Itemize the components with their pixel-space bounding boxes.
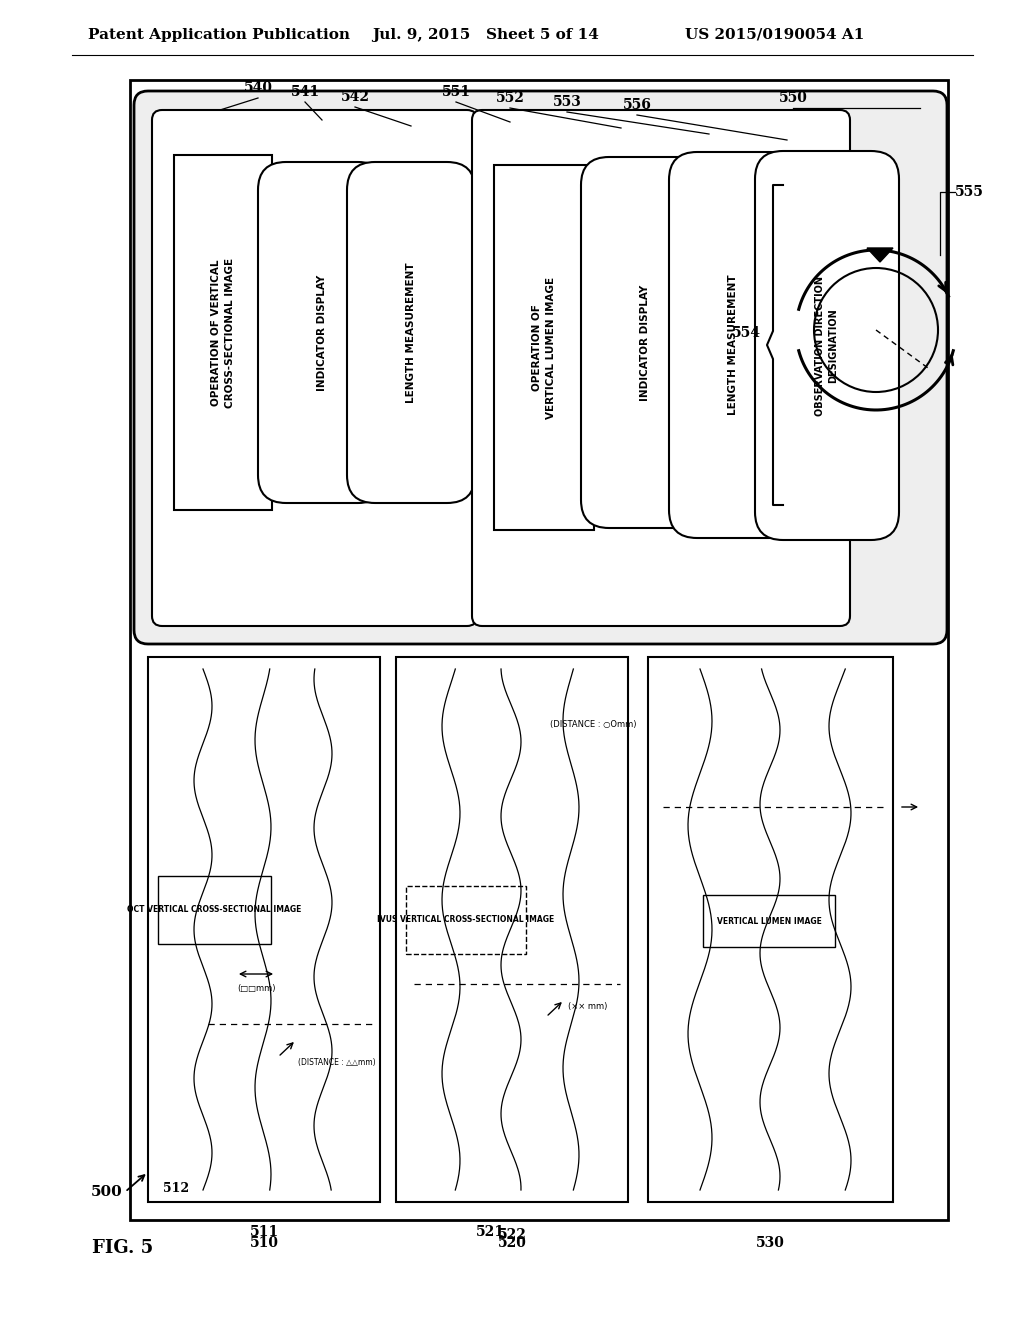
Text: 556: 556 — [623, 98, 651, 112]
FancyBboxPatch shape — [134, 91, 947, 644]
Text: OCT VERTICAL CROSS-SECTIONAL IMAGE: OCT VERTICAL CROSS-SECTIONAL IMAGE — [127, 906, 302, 915]
FancyBboxPatch shape — [669, 152, 797, 539]
FancyBboxPatch shape — [174, 154, 272, 510]
Text: (DISTANCE : ○Omm): (DISTANCE : ○Omm) — [550, 721, 636, 730]
Text: 553: 553 — [553, 95, 582, 110]
Text: Jul. 9, 2015   Sheet 5 of 14: Jul. 9, 2015 Sheet 5 of 14 — [372, 28, 599, 42]
Text: 520: 520 — [498, 1236, 526, 1250]
FancyBboxPatch shape — [148, 657, 380, 1203]
Text: 555: 555 — [955, 185, 984, 199]
Text: 512: 512 — [163, 1181, 189, 1195]
FancyBboxPatch shape — [406, 886, 526, 954]
Text: US 2015/0190054 A1: US 2015/0190054 A1 — [685, 28, 864, 42]
FancyBboxPatch shape — [258, 162, 386, 503]
Text: LENGTH MEASUREMENT: LENGTH MEASUREMENT — [728, 275, 738, 416]
Text: VERTICAL LUMEN IMAGE: VERTICAL LUMEN IMAGE — [717, 916, 821, 925]
Text: 510: 510 — [250, 1236, 279, 1250]
Text: OPERATION OF VERTICAL
CROSS-SECTIONAL IMAGE: OPERATION OF VERTICAL CROSS-SECTIONAL IM… — [211, 257, 234, 408]
FancyBboxPatch shape — [472, 110, 850, 626]
FancyBboxPatch shape — [347, 162, 475, 503]
Text: FIG. 5: FIG. 5 — [92, 1239, 154, 1257]
Text: (DISTANCE : △△mm): (DISTANCE : △△mm) — [298, 1059, 376, 1067]
Text: (□□mm): (□□mm) — [237, 983, 275, 993]
Text: 500: 500 — [90, 1185, 122, 1199]
Text: IVUS VERTICAL CROSS-SECTIONAL IMAGE: IVUS VERTICAL CROSS-SECTIONAL IMAGE — [378, 916, 555, 924]
Text: 521: 521 — [475, 1225, 505, 1239]
FancyBboxPatch shape — [152, 110, 477, 626]
Text: 511: 511 — [250, 1225, 279, 1239]
FancyBboxPatch shape — [755, 150, 899, 540]
FancyBboxPatch shape — [581, 157, 709, 528]
Text: INDICATOR DISPLAY: INDICATOR DISPLAY — [317, 275, 327, 391]
Text: 551: 551 — [441, 84, 470, 99]
Text: 552: 552 — [496, 91, 524, 106]
FancyBboxPatch shape — [494, 165, 594, 531]
Text: Patent Application Publication: Patent Application Publication — [88, 28, 350, 42]
FancyBboxPatch shape — [158, 876, 271, 944]
FancyBboxPatch shape — [396, 657, 628, 1203]
Text: 530: 530 — [756, 1236, 784, 1250]
Text: 554: 554 — [732, 326, 761, 341]
Text: 522: 522 — [498, 1228, 526, 1242]
Text: OBSERVATION DIRECTION
DESIGNATION: OBSERVATION DIRECTION DESIGNATION — [815, 276, 839, 416]
FancyBboxPatch shape — [130, 81, 948, 1220]
Polygon shape — [867, 248, 893, 261]
Text: (×× mm): (×× mm) — [568, 1002, 607, 1011]
Text: INDICATOR DISPLAY: INDICATOR DISPLAY — [640, 284, 650, 401]
FancyBboxPatch shape — [648, 657, 893, 1203]
Text: LENGTH MEASUREMENT: LENGTH MEASUREMENT — [406, 263, 416, 403]
Text: OPERATION OF
VERTICAL LUMEN IMAGE: OPERATION OF VERTICAL LUMEN IMAGE — [532, 276, 556, 418]
Text: 541: 541 — [291, 84, 319, 99]
Text: 540: 540 — [244, 81, 272, 95]
FancyBboxPatch shape — [703, 895, 835, 946]
Text: 542: 542 — [341, 90, 370, 104]
Text: 550: 550 — [778, 91, 808, 106]
